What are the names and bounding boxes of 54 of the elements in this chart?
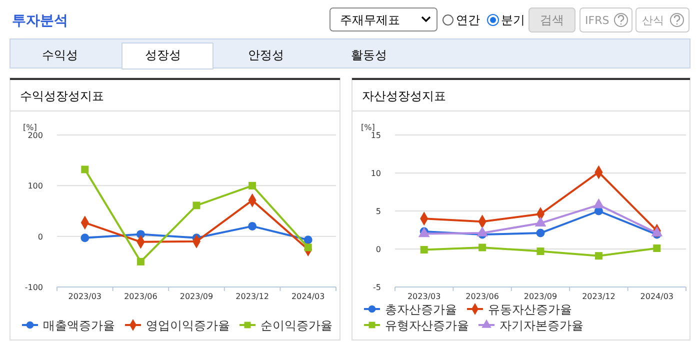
y-tick-label: -5	[373, 283, 381, 292]
dropdown-field: 주재무제표	[330, 8, 438, 32]
x-tick-label: 2023/03	[407, 292, 441, 301]
x-tick-label: 2023/12	[236, 292, 269, 301]
y-tick-label: 5	[376, 207, 381, 216]
point	[420, 246, 428, 254]
x-tick-label: 2024/03	[291, 292, 325, 301]
point	[594, 252, 602, 260]
text: 수익성	[42, 48, 78, 62]
text: 분기	[501, 13, 525, 27]
y-tick-label: 0	[376, 245, 381, 254]
y-tick-label: 10	[370, 169, 381, 178]
x-tick-label: 2024/03	[640, 292, 674, 301]
point	[80, 234, 90, 242]
x-tick-label: 2023/06	[124, 292, 158, 301]
x-tick-label: 2023/12	[582, 292, 616, 301]
y-tick-label: 0	[38, 232, 43, 242]
text: 안정성	[248, 48, 284, 62]
chart-title: 자산성장성지표	[362, 89, 446, 103]
y-tick-label: -100	[24, 283, 43, 292]
y-tick-label: 200	[28, 131, 43, 140]
text: 검색	[540, 13, 564, 27]
legend-label: 순이익증가율	[260, 318, 332, 332]
text: 연간	[456, 13, 480, 27]
x-tick-label: 2023/09	[524, 292, 558, 301]
point	[478, 244, 486, 252]
y-axis-title: [%]	[361, 123, 375, 132]
legend-label: 총자산증가율	[385, 302, 457, 316]
y-tick-label: 15	[370, 131, 381, 140]
text: 투자분석	[12, 13, 68, 29]
point	[136, 258, 144, 266]
point	[536, 248, 544, 256]
text: IFRS	[585, 14, 610, 27]
point	[81, 166, 89, 174]
point	[248, 182, 256, 190]
legend-label: 유형자산증가율	[385, 318, 469, 332]
legend-label: 매출액증가율	[43, 318, 115, 332]
x-tick-label: 2023/03	[68, 292, 102, 301]
text: 활동성	[351, 48, 387, 62]
y-tick-label: 100	[28, 182, 43, 191]
chart-title: 수익성장성지표	[20, 89, 104, 103]
point	[653, 244, 661, 252]
x-tick-label: 2023/06	[466, 292, 499, 301]
legend-label: 영업이익증가율	[146, 318, 230, 332]
point	[304, 236, 312, 244]
legend-label: 유동자산증가율	[488, 302, 572, 316]
point	[192, 202, 200, 210]
text: 산식	[642, 14, 664, 27]
point	[248, 222, 257, 230]
x-tick-label: 2023/09	[180, 292, 214, 301]
point	[536, 228, 545, 238]
text: 성장성	[145, 48, 181, 62]
y-axis-title: [%]	[23, 123, 37, 132]
legend-label: 자기자본증가율	[500, 318, 584, 332]
